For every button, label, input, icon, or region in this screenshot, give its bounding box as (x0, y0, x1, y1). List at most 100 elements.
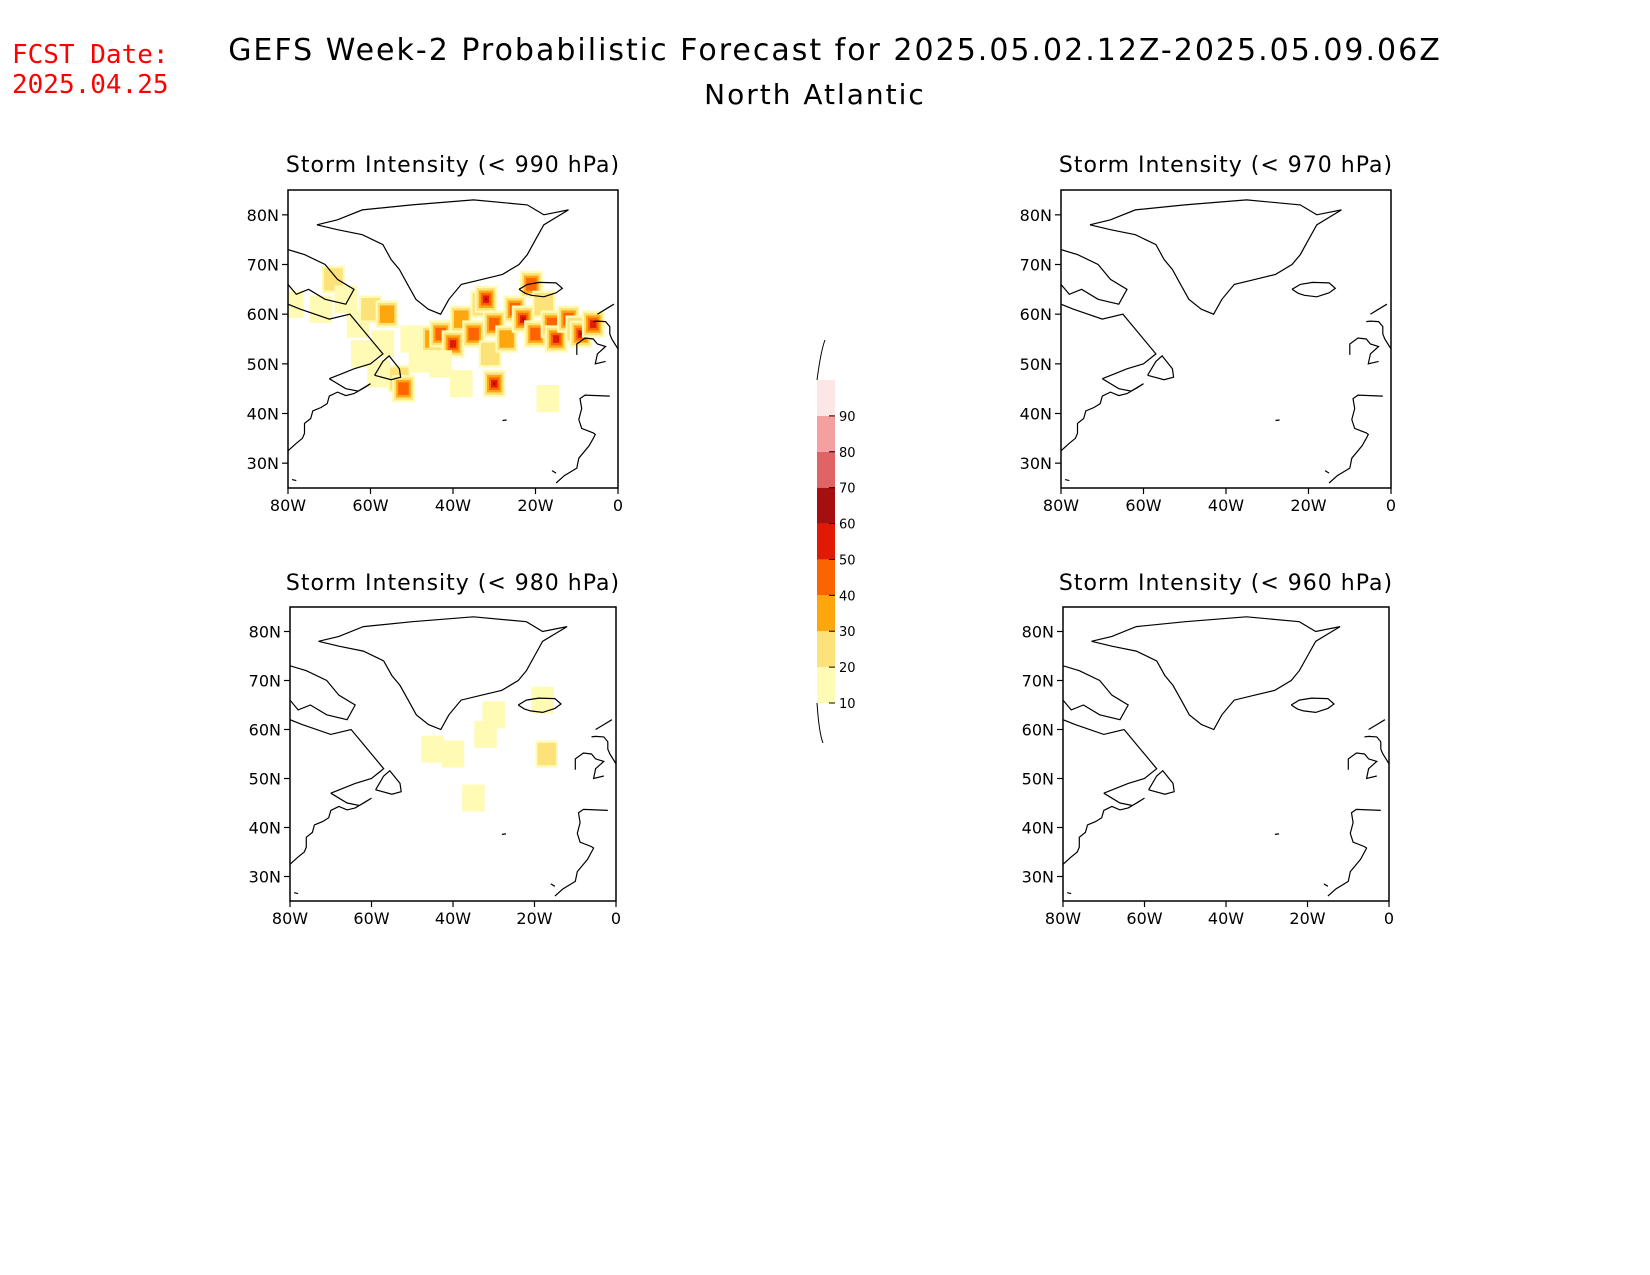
colorbar-top-cap (816, 339, 826, 381)
x-tick-label: 60W (352, 496, 388, 515)
y-tick-label: 30N (249, 868, 281, 887)
coastline-path (1347, 752, 1378, 780)
probability-cell (590, 320, 597, 328)
coastline-path (574, 752, 605, 780)
y-tick-label: 40N (1020, 405, 1052, 424)
panel-970: Storm Intensity (< 970 hPa) 80W 60W 40W 20W… (1020, 153, 1396, 515)
coastline-path (1063, 719, 1158, 794)
coastline-path (1291, 281, 1337, 298)
probability-cell (493, 382, 496, 386)
colorbar-swatch (817, 380, 835, 416)
probability-field (421, 686, 558, 812)
colorbar-swatch (817, 667, 835, 703)
probability-cell (530, 327, 541, 341)
y-tick-label: 70N (247, 256, 279, 275)
page-title: GEFS Week-2 Probabilistic Forecast for 2… (228, 33, 1442, 68)
colorbar-swatch (817, 523, 835, 560)
probability-cell (521, 317, 525, 321)
probability-cell (552, 335, 560, 343)
x-tick-label: 40W (435, 909, 471, 928)
coastline-path (1368, 719, 1386, 731)
coastline-path (1091, 616, 1341, 731)
y-tick-label: 50N (249, 770, 281, 789)
coastline-path (290, 719, 385, 794)
colorbar-swatch (817, 595, 835, 632)
coastline-path (1061, 303, 1157, 380)
y-tick-label: 70N (1022, 672, 1054, 691)
y-tick-label: 80N (247, 206, 279, 225)
coastline (290, 616, 616, 897)
colorbar-label: 70 (839, 482, 856, 497)
coastline-path (1064, 479, 1070, 482)
colorbar-swatch (817, 451, 835, 488)
x-tick-label: 60W (1125, 496, 1161, 515)
x-tick-label: 20W (516, 909, 552, 928)
probability-cell (489, 317, 500, 331)
probability-cell (367, 360, 391, 388)
x-tick-label: 0 (1384, 909, 1394, 928)
y-tick-label: 60N (247, 305, 279, 324)
coastline-path (550, 883, 556, 887)
colorbar-label: 10 (839, 697, 856, 712)
coastline-path (1349, 337, 1380, 365)
coastline-path (1063, 665, 1130, 721)
coastline-path (374, 355, 402, 381)
probability-cell (379, 305, 395, 323)
coastline-path (288, 378, 371, 452)
probability-cell (546, 317, 558, 331)
map-frame (1060, 189, 1392, 489)
coastline-path (1324, 470, 1330, 474)
y-tick-label: 40N (247, 405, 279, 424)
x-tick-label: 40W (1208, 496, 1244, 515)
coastline-path (290, 792, 372, 865)
coastline-path (1327, 808, 1381, 897)
colorbar-swatch (817, 415, 835, 452)
x-tick-label: 0 (613, 496, 623, 515)
probability-cell (468, 327, 479, 341)
y-tick-label: 60N (1022, 721, 1054, 740)
coastline-path (375, 769, 402, 795)
coastline-path (591, 735, 616, 765)
probability-cell (398, 382, 409, 395)
y-tick-label: 80N (1022, 623, 1054, 642)
panel-title: Storm Intensity (< 990 hPa) (286, 153, 620, 178)
coastline (1063, 616, 1389, 897)
region-subtitle: North Atlantic (704, 78, 926, 111)
coastline-path (288, 249, 355, 305)
coastline-path (501, 833, 507, 835)
probability-cell (474, 720, 497, 748)
y-tick-label: 50N (1020, 355, 1052, 374)
x-tick-label: 80W (270, 496, 306, 515)
panel-990: Storm Intensity (< 990 hPa) 80W 60W 40W 20W… (247, 153, 623, 515)
y-tick-label: 50N (1022, 770, 1054, 789)
probability-cell (536, 384, 560, 413)
colorbar: 10 20 30 40 50 60 70 80 90 (816, 339, 856, 744)
coastline (288, 199, 618, 484)
y-tick-label: 30N (247, 454, 279, 473)
coastline-path (595, 719, 613, 731)
coastline-path (1366, 320, 1391, 350)
fcst-date-value: 2025.04.25 (12, 70, 169, 100)
y-tick-label: 50N (247, 355, 279, 374)
probability-cell (441, 740, 465, 768)
colorbar-label: 80 (839, 446, 856, 461)
probability-cell (309, 295, 333, 323)
coastline-path (1275, 419, 1280, 422)
x-tick-label: 20W (517, 496, 553, 515)
x-tick-label: 0 (611, 909, 621, 928)
colorbar-label: 30 (839, 625, 856, 640)
x-tick-label: 0 (1386, 496, 1396, 515)
probability-cell (484, 297, 488, 301)
x-tick-label: 60W (1126, 909, 1162, 928)
coastline-path (517, 697, 562, 714)
coastline-path (288, 303, 384, 380)
probability-cell (526, 278, 537, 291)
x-tick-label: 40W (1208, 909, 1244, 928)
map-frame (1062, 606, 1390, 902)
colorbar-bottom-cap (816, 702, 824, 744)
y-tick-label: 60N (1020, 305, 1052, 324)
y-tick-label: 30N (1020, 454, 1052, 473)
probability-cell (462, 784, 485, 812)
colorbar-swatch (817, 631, 835, 668)
coastline (1061, 199, 1391, 484)
